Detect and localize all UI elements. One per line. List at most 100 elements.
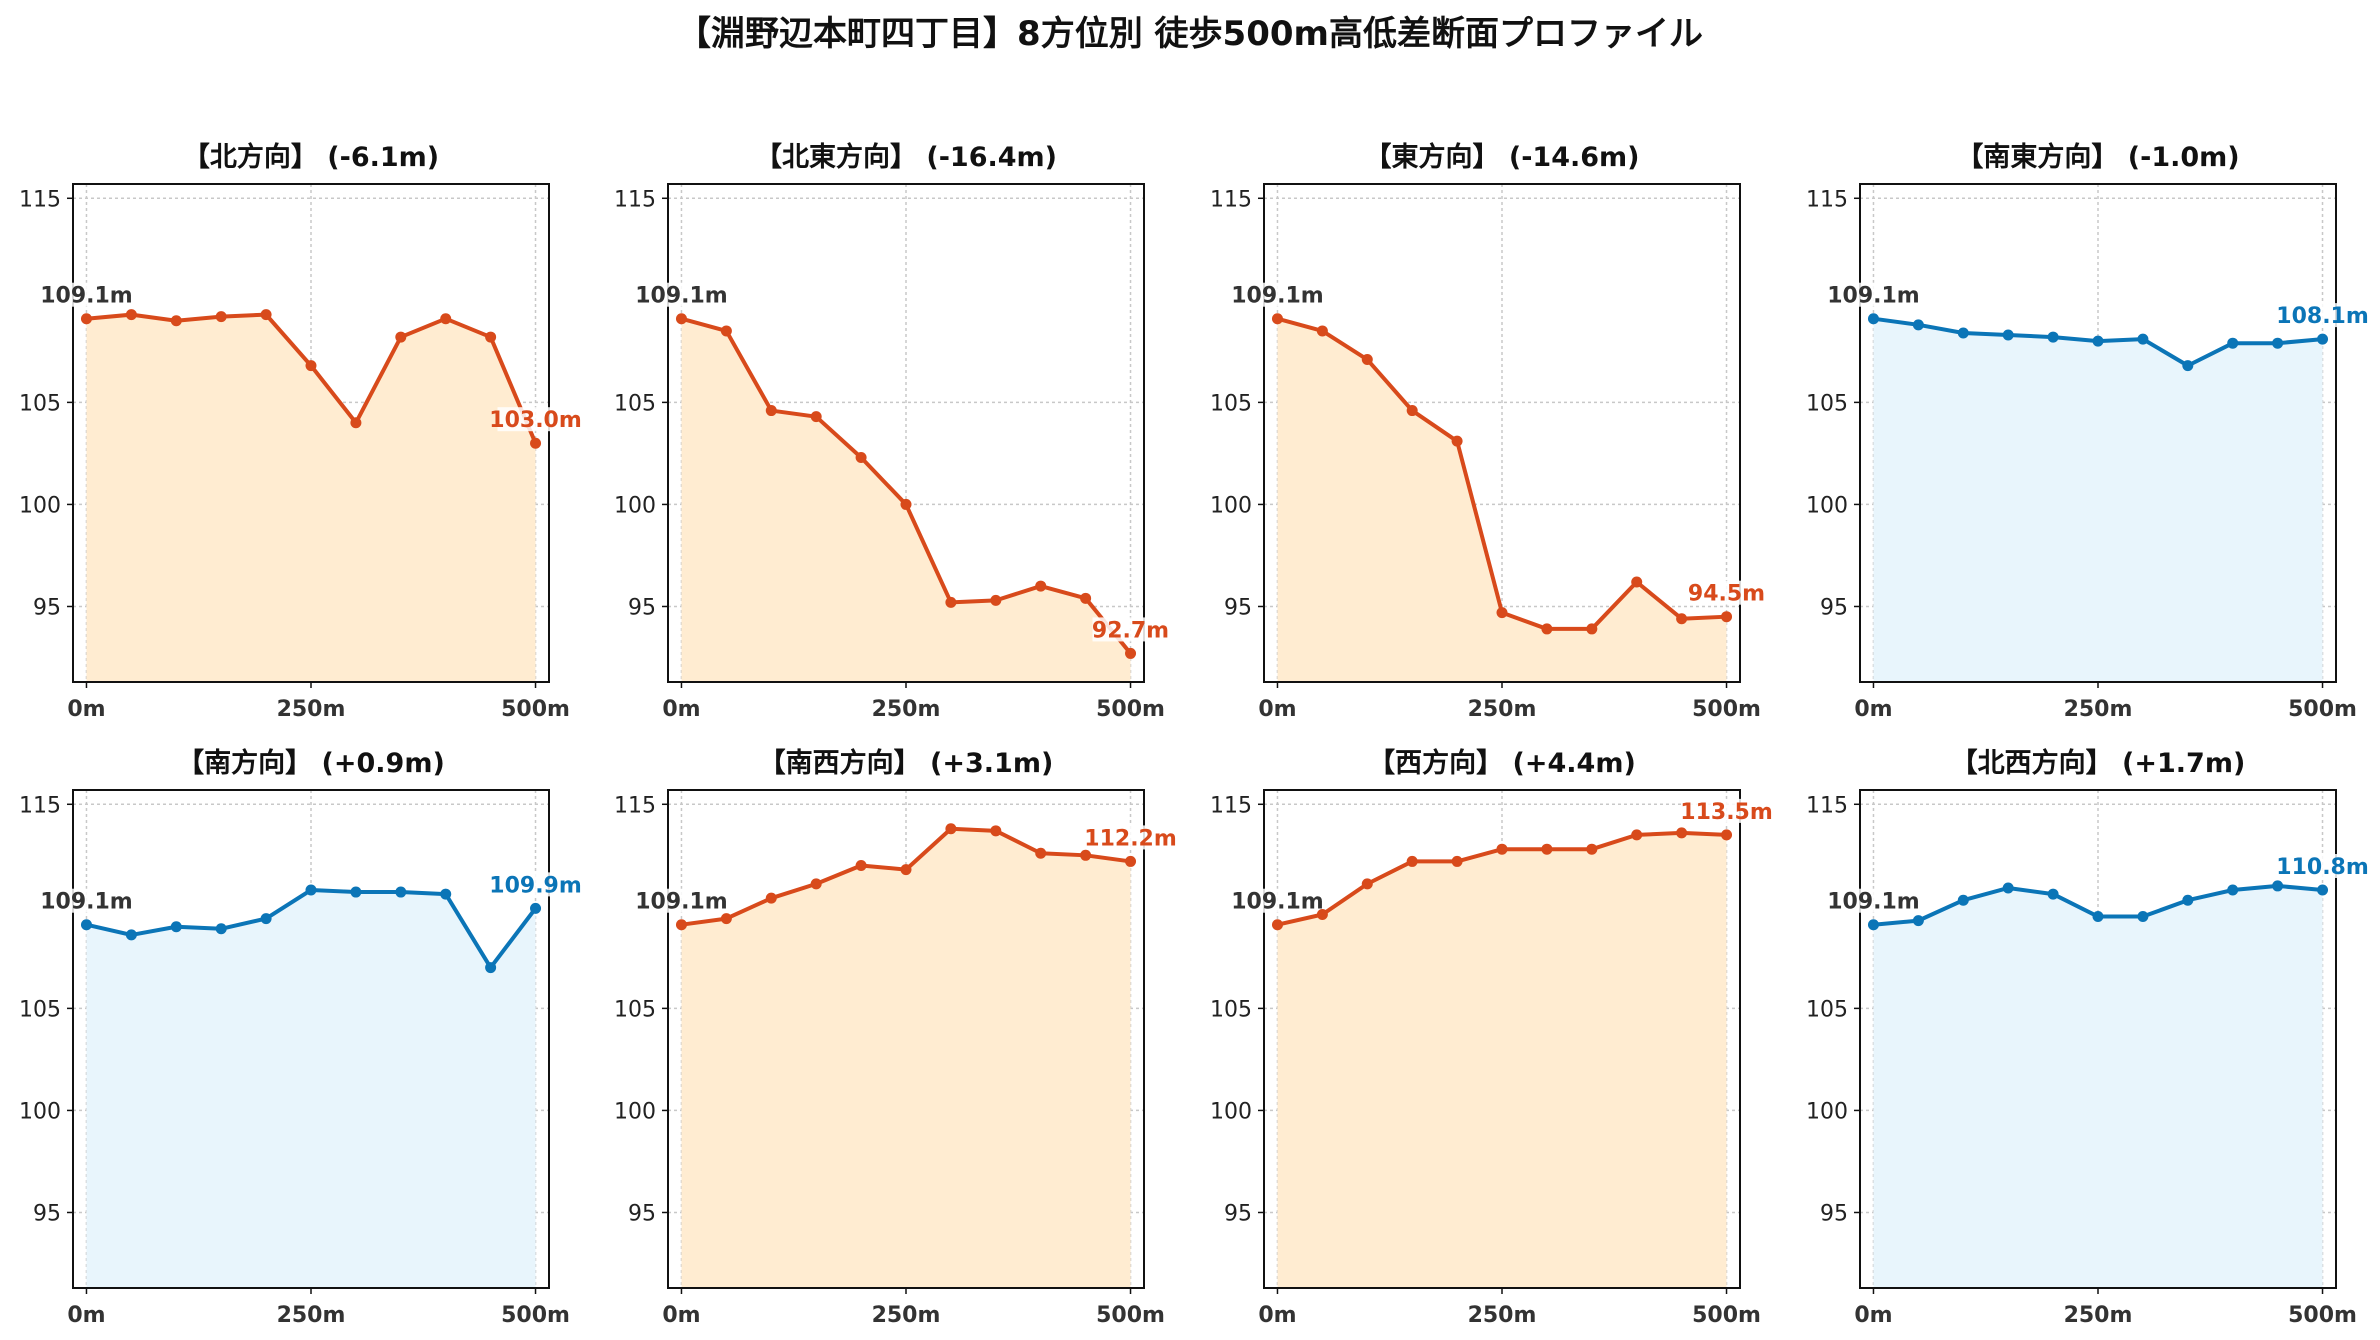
data-point: [1541, 623, 1553, 635]
data-point: [2092, 911, 2104, 923]
x-tick-label: 0m: [1854, 1303, 1892, 1328]
end-label-bg: [2284, 854, 2361, 879]
y-tick-label: 115: [19, 793, 61, 818]
x-tick-label: 250m: [872, 1303, 941, 1328]
data-point: [2272, 880, 2284, 892]
data-point: [855, 860, 867, 872]
x-tick-label: 500m: [501, 1303, 570, 1328]
data-point: [990, 594, 1002, 606]
y-tick-label: 115: [1210, 187, 1252, 212]
start-value-label: 109.1m: [40, 890, 133, 915]
data-point: [1957, 894, 1969, 906]
data-point: [945, 823, 957, 835]
y-tick-label: 100: [1210, 1099, 1252, 1124]
y-tick-label: 115: [614, 187, 656, 212]
data-point: [395, 886, 407, 898]
data-point: [350, 417, 362, 429]
data-point: [440, 888, 452, 900]
data-point: [80, 919, 92, 931]
y-tick-label: 100: [614, 1099, 656, 1124]
x-tick-label: 500m: [2288, 1303, 2357, 1328]
data-point: [675, 313, 687, 325]
area-fill: [86, 890, 536, 1288]
y-tick-label: 95: [1224, 1201, 1252, 1226]
data-point: [1080, 592, 1092, 604]
data-point: [2137, 333, 2149, 345]
data-point: [530, 902, 542, 914]
x-tick-label: 0m: [1258, 697, 1296, 722]
area-fill: [1873, 885, 2323, 1288]
data-point: [945, 596, 957, 608]
x-tick-label: 500m: [501, 697, 570, 722]
figure-title: 【淵野辺本町四丁目】8方位別 徒歩500m高低差断面プロファイル: [677, 14, 1703, 54]
start-label-bg: [52, 282, 121, 307]
data-point: [1271, 919, 1283, 931]
start-value-label: 109.1m: [1827, 284, 1920, 309]
area-fill: [1277, 832, 1727, 1288]
area-fill: [681, 828, 1131, 1288]
chart-title: 【北西方向】 (+1.7m): [1951, 747, 2246, 779]
data-point: [1316, 909, 1328, 920]
y-tick-label: 115: [1806, 793, 1848, 818]
chart-title: 【南東方向】 (-1.0m): [1956, 141, 2239, 173]
data-point: [1631, 576, 1643, 588]
data-point: [440, 313, 452, 325]
y-tick-label: 100: [19, 493, 61, 518]
y-tick-label: 100: [1806, 1099, 1848, 1124]
y-tick-label: 100: [1806, 493, 1848, 518]
data-point: [1541, 843, 1553, 855]
data-point: [2317, 884, 2329, 896]
data-point: [1125, 855, 1137, 867]
data-point: [1496, 607, 1508, 619]
data-point: [215, 311, 227, 323]
data-point: [2047, 888, 2059, 900]
data-point: [125, 929, 137, 941]
y-tick-label: 115: [1210, 793, 1252, 818]
data-point: [810, 878, 822, 890]
x-tick-label: 500m: [1692, 1303, 1761, 1328]
start-label-bg: [647, 282, 716, 307]
chart-panel-8: 【北西方向】 (+1.7m) 95 100 105 115 0m 250m 500m 109.1…: [1806, 747, 2369, 1328]
data-point: [765, 892, 777, 904]
chart-panel-2: 【北東方向】 (-16.4m) 95 100 105 115 0m 250m 500m 109.…: [614, 141, 1169, 722]
data-point: [80, 313, 92, 325]
data-point: [1957, 327, 1969, 339]
data-point: [125, 309, 137, 321]
data-point: [305, 360, 317, 372]
data-point: [765, 405, 777, 417]
x-tick-label: 250m: [277, 697, 346, 722]
y-tick-label: 100: [19, 1099, 61, 1124]
x-tick-label: 500m: [1096, 697, 1165, 722]
y-tick-label: 95: [628, 1201, 656, 1226]
data-point: [1867, 313, 1879, 325]
start-value-label: 109.1m: [1231, 890, 1324, 915]
start-label-bg: [1839, 282, 1908, 307]
chart-title: 【東方向】 (-14.6m): [1364, 141, 1639, 173]
x-tick-label: 250m: [1468, 697, 1537, 722]
chart-title: 【西方向】 (+4.4m): [1368, 747, 1636, 779]
data-point: [1406, 405, 1418, 417]
data-point: [990, 825, 1002, 837]
data-point: [215, 923, 227, 935]
start-label-bg: [1839, 888, 1908, 913]
data-point: [260, 913, 272, 925]
y-tick-label: 105: [614, 997, 656, 1022]
chart-panel-5: 【南方向】 (+0.9m) 95 100 105 115 0m 250m 500m 109.1m…: [19, 747, 582, 1328]
data-point: [675, 919, 687, 931]
data-point: [2002, 329, 2014, 341]
x-tick-label: 250m: [1468, 1303, 1537, 1328]
y-tick-label: 95: [33, 1201, 61, 1226]
start-value-label: 109.1m: [635, 284, 728, 309]
end-label-bg: [1688, 798, 1765, 823]
end-label-bg: [2284, 303, 2361, 328]
data-point: [1912, 915, 1924, 927]
data-point: [170, 921, 182, 933]
data-point: [2272, 337, 2284, 349]
y-tick-label: 95: [1224, 595, 1252, 620]
data-point: [485, 962, 497, 974]
data-point: [2047, 331, 2059, 343]
data-point: [170, 315, 182, 327]
data-point: [395, 331, 407, 343]
data-point: [2317, 333, 2329, 345]
